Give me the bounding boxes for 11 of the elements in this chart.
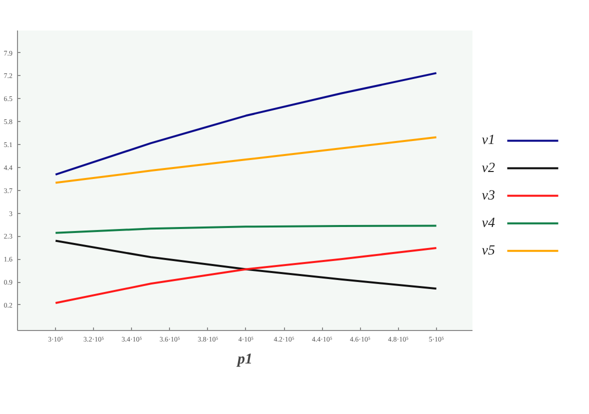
x-axis-title: p1 xyxy=(236,352,252,368)
line-series xyxy=(54,240,438,290)
legend-label: v2 xyxy=(482,160,495,176)
line-series xyxy=(54,246,438,304)
line-series xyxy=(54,136,438,184)
line-series xyxy=(54,224,438,234)
legend-label: v1 xyxy=(482,133,495,148)
legend-label: v4 xyxy=(482,216,495,231)
legend-label: v3 xyxy=(482,188,495,204)
line-series xyxy=(54,72,438,176)
legend-label: v5 xyxy=(482,243,495,258)
